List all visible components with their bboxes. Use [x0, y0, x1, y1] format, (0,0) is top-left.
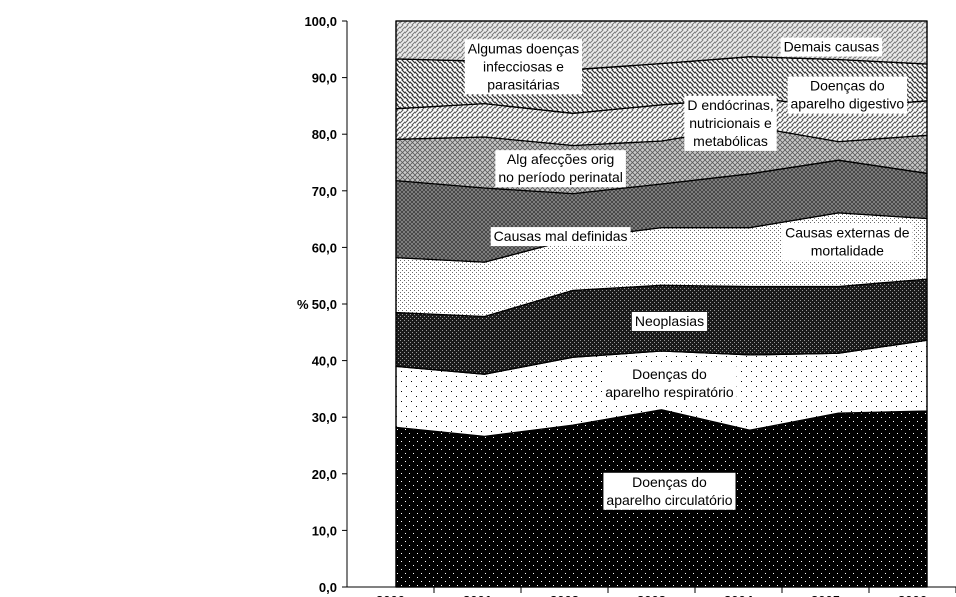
- plot-frame: [395, 20, 928, 588]
- x-tick-label: 2003: [637, 593, 666, 597]
- series-label-line: Doenças do: [632, 366, 707, 382]
- series-label-background: [631, 311, 708, 331]
- y-tick-label: 70,0: [312, 184, 337, 199]
- x-tick-label: 2001: [463, 593, 492, 597]
- x-tick-label: 2006: [898, 593, 927, 597]
- series-label-background: [464, 39, 583, 95]
- series-label-line: Doenças do: [810, 78, 885, 94]
- x-tick-label: 2005: [811, 593, 840, 597]
- series-label: Algumas doenças infecciosas e parasitárias: [464, 39, 583, 95]
- y-tick-label: 30,0: [312, 410, 337, 425]
- series-label-background: [787, 76, 908, 114]
- series-label-line: Alg afecções orig: [507, 151, 614, 167]
- series-label-background: [684, 95, 777, 151]
- series-label-background: [782, 223, 913, 261]
- series-label-line: Doenças do: [632, 474, 707, 490]
- y-tick-label: 20,0: [312, 467, 337, 482]
- y-tick-label: 40,0: [312, 354, 337, 369]
- axes: 0,0 10,0 20,0 30,0 40,0 50,0 60,0 70,0 80,0 90,0 1…: [304, 14, 956, 597]
- series-label-line: parasitárias: [487, 76, 559, 92]
- series-label: Doenças do aparelho respiratório: [602, 365, 737, 403]
- series-label-line: Causas mal definidas: [494, 228, 628, 244]
- y-tick-label: 60,0: [312, 240, 337, 255]
- series-label-line: Neoplasias: [635, 313, 704, 329]
- series-label-background: [495, 150, 626, 188]
- series-label-background: [602, 365, 737, 403]
- series-label-line: nutricionais e: [689, 115, 772, 131]
- series-label: Neoplasias: [631, 311, 708, 331]
- series-label: Doenças do aparelho circulatório: [603, 472, 736, 510]
- series-label-line: infecciosas e: [483, 58, 564, 74]
- series-label-line: Demais causas: [784, 38, 880, 54]
- series-label: Causas externas de mortalidade: [782, 223, 913, 261]
- series-label-background: [490, 227, 631, 247]
- series-label-line: metabólicas: [693, 133, 768, 149]
- series-label-line: no período perinatal: [498, 169, 623, 185]
- x-tick-label: 2004: [724, 593, 754, 597]
- series-label-line: Causas externas de: [785, 225, 910, 241]
- x-tick-label: 2002: [550, 593, 579, 597]
- y-tick-label: 50,0: [312, 297, 337, 312]
- series-label-line: Algumas doenças: [468, 40, 579, 56]
- y-tick-label: 90,0: [312, 71, 337, 86]
- series-label-line: mortalidade: [811, 243, 884, 259]
- series-label-line: aparelho digestivo: [791, 96, 905, 112]
- series-label-line: aparelho respiratório: [605, 384, 734, 400]
- series-label: Demais causas: [780, 37, 883, 57]
- series-label: Doenças do aparelho digestivo: [787, 76, 908, 114]
- y-tick-label: 100,0: [304, 14, 337, 29]
- series-label-line: aparelho circulatório: [606, 492, 732, 508]
- series-label-line: D endócrinas,: [687, 97, 773, 113]
- series-label: Causas mal definidas: [490, 227, 631, 247]
- series-label-background: [603, 472, 736, 510]
- series-label: Alg afecções orig no período perinatal: [495, 150, 626, 188]
- x-tick-label: 2000: [376, 593, 405, 597]
- y-axis-label: %: [297, 297, 309, 312]
- y-tick-label: 10,0: [312, 523, 337, 538]
- y-tick-label: 80,0: [312, 127, 337, 142]
- y-tick-label: 0,0: [319, 580, 337, 595]
- series-label: D endócrinas, nutricionais e metabólicas: [684, 95, 777, 151]
- series-label-background: [780, 37, 883, 57]
